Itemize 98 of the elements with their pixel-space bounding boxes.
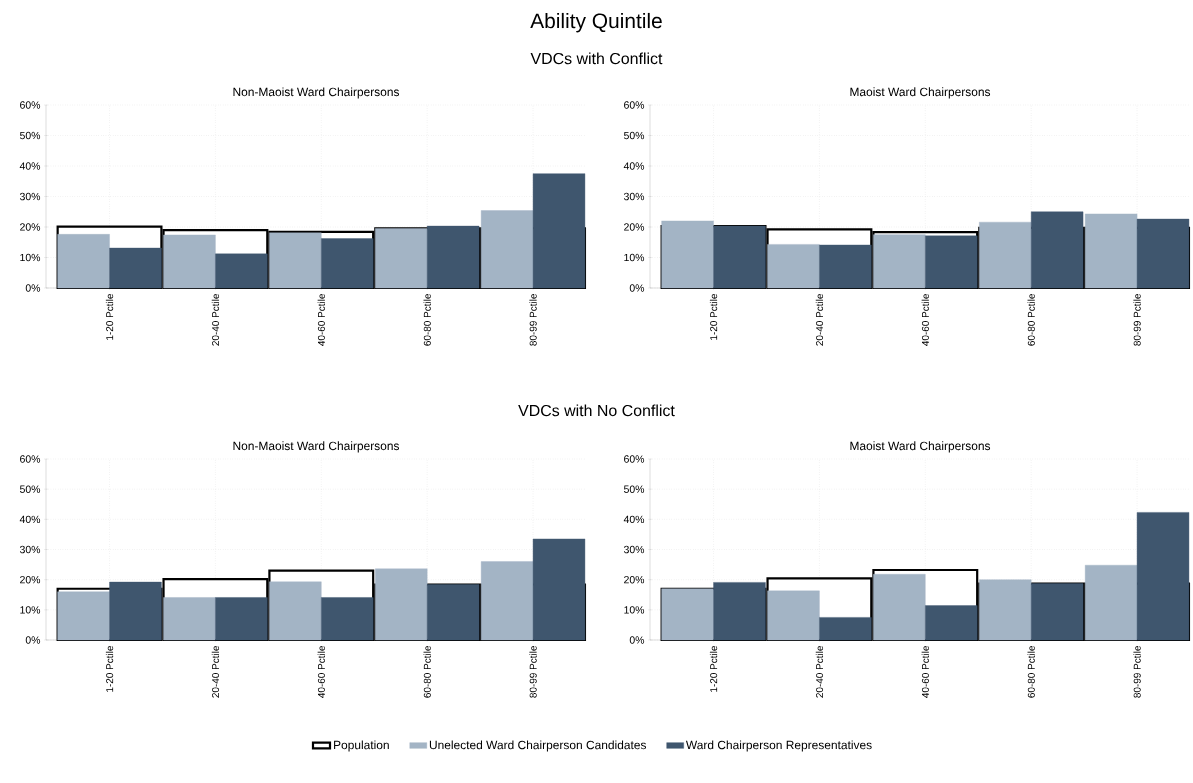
- text: VDCs with No Conflict: [518, 404, 675, 417]
- chart-title: Maoist Ward Chairpersons: [850, 87, 991, 99]
- bar: [979, 579, 1032, 641]
- y-tick-label: 20%: [624, 575, 645, 584]
- y-tick-label: 50%: [623, 485, 645, 493]
- y-tick-label: 30%: [623, 192, 645, 201]
- x-tick-label: 1-20 Pctile: [105, 645, 114, 692]
- bar: [532, 538, 586, 641]
- text: VDCs with Conflict: [530, 52, 663, 65]
- x-tick-label: 60-80 Pctile: [423, 645, 431, 698]
- y-tick-label: 10%: [624, 253, 645, 262]
- chart-title: Non-Maoist Ward Chairpersons: [233, 87, 400, 99]
- bar: [819, 244, 872, 289]
- y-tick-label: 10%: [20, 253, 41, 262]
- bar: [1030, 211, 1084, 289]
- legend-label: Population: [334, 740, 389, 752]
- bar: [532, 173, 586, 289]
- y-tick-label: 0%: [25, 284, 41, 292]
- bar: [163, 597, 216, 641]
- y-tick-label: 50%: [19, 485, 41, 493]
- bar: [269, 581, 322, 641]
- y-tick-label: 40%: [19, 515, 41, 524]
- x-tick-label: 20-40 Pctile: [211, 293, 220, 346]
- x-tick-label: 40-60 Pctile: [317, 293, 325, 346]
- y-tick-label: 0%: [25, 636, 41, 644]
- y-tick-label: 20%: [624, 223, 645, 231]
- bar: [109, 247, 162, 289]
- bar: [979, 221, 1032, 289]
- y-tick-label: 40%: [623, 162, 645, 170]
- x-tick-label: 60-80 Pctile: [423, 293, 431, 346]
- y-tick-label: 10%: [20, 606, 41, 614]
- bar: [480, 210, 534, 289]
- text: Ability Quintile: [530, 12, 662, 33]
- bar: [873, 574, 926, 641]
- bar: [925, 235, 978, 289]
- bar: [269, 232, 322, 289]
- bar: [1084, 565, 1138, 641]
- bar: [426, 225, 480, 289]
- bar: [661, 588, 714, 641]
- y-tick-label: 10%: [624, 606, 645, 614]
- y-tick-label: 40%: [19, 162, 41, 170]
- y-tick-label: 30%: [623, 545, 645, 554]
- x-tick-label: 40-60 Pctile: [921, 645, 929, 698]
- bar: [713, 225, 766, 289]
- y-tick-label: 50%: [623, 131, 645, 140]
- bar: [925, 605, 978, 641]
- bar: [375, 568, 428, 641]
- bar: [163, 234, 216, 289]
- y-tick-label: 30%: [19, 192, 41, 201]
- x-tick-label: 40-60 Pctile: [317, 645, 325, 698]
- x-tick-label: 20-40 Pctile: [211, 645, 220, 698]
- x-tick-label: 1-20 Pctile: [709, 645, 718, 692]
- bar: [57, 591, 110, 641]
- bar: [375, 228, 428, 289]
- bar: [1136, 218, 1190, 289]
- bar: [1136, 512, 1190, 641]
- x-tick-label: 80-99 Pctile: [529, 645, 537, 698]
- bar: [215, 253, 268, 289]
- bar: [109, 581, 162, 641]
- bar: [767, 590, 820, 641]
- bar: [713, 582, 766, 641]
- bar: [57, 234, 110, 289]
- x-tick-label: 80-99 Pctile: [1133, 293, 1141, 346]
- x-tick-label: 20-40 Pctile: [815, 293, 824, 346]
- y-tick-label: 60%: [624, 101, 645, 109]
- legend-label: Unelected Ward Chairperson Candidates: [429, 740, 647, 752]
- y-tick-label: 20%: [20, 575, 41, 584]
- y-tick-label: 20%: [20, 223, 41, 231]
- bar: [819, 617, 872, 641]
- y-tick-label: 40%: [623, 515, 645, 524]
- x-tick-label: 80-99 Pctile: [1133, 645, 1141, 698]
- x-tick-label: 1-20 Pctile: [105, 293, 114, 340]
- y-tick-label: 60%: [20, 101, 41, 109]
- x-tick-label: 60-80 Pctile: [1027, 293, 1035, 346]
- y-tick-label: 60%: [624, 455, 645, 463]
- x-tick-label: 40-60 Pctile: [921, 293, 929, 346]
- x-tick-label: 80-99 Pctile: [529, 293, 537, 346]
- bar: [1030, 583, 1084, 641]
- y-tick-label: 0%: [629, 284, 645, 292]
- bar: [1084, 213, 1138, 289]
- bar: [426, 584, 480, 641]
- bar: [321, 597, 374, 641]
- bar: [321, 238, 374, 289]
- x-tick-label: 60-80 Pctile: [1027, 645, 1035, 698]
- chart-title: Maoist Ward Chairpersons: [850, 441, 991, 453]
- y-tick-label: 60%: [20, 455, 41, 463]
- bar: [873, 234, 926, 289]
- chart-title: Non-Maoist Ward Chairpersons: [233, 441, 400, 453]
- bar: [767, 244, 820, 289]
- x-tick-label: 20-40 Pctile: [815, 645, 824, 698]
- y-tick-label: 50%: [19, 131, 41, 140]
- x-tick-label: 1-20 Pctile: [709, 293, 718, 340]
- y-tick-label: 30%: [19, 545, 41, 554]
- y-tick-label: 0%: [629, 636, 645, 644]
- legend-label: Ward Chairperson Representatives: [685, 740, 872, 752]
- bar: [480, 561, 534, 641]
- bar: [215, 597, 268, 641]
- bar: [661, 220, 714, 289]
